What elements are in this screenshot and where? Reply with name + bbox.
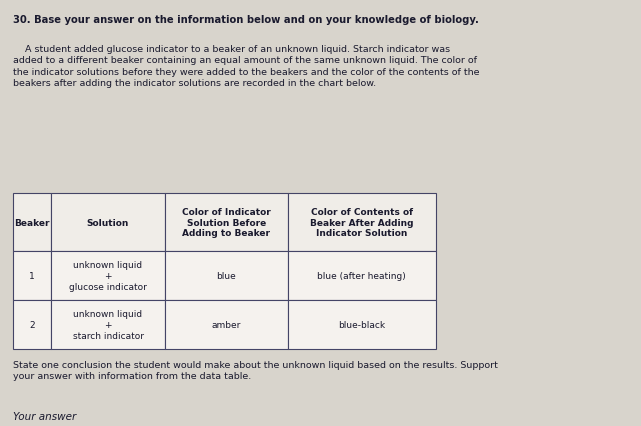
Text: blue (after heating): blue (after heating) [317, 271, 406, 280]
Bar [51, 251, 165, 300]
Bar [165, 251, 288, 300]
Text: unknown liquid
+
starch indicator: unknown liquid + starch indicator [72, 310, 144, 340]
Text: Your answer: Your answer [13, 411, 76, 421]
Bar [165, 300, 288, 349]
Bar [13, 194, 51, 251]
Text: Beaker: Beaker [14, 218, 49, 227]
Bar [288, 300, 436, 349]
Text: 1: 1 [29, 271, 35, 280]
Text: blue: blue [217, 271, 237, 280]
Bar [288, 194, 436, 251]
Bar [51, 300, 165, 349]
Bar [288, 251, 436, 300]
Text: State one conclusion the student would make about the unknown liquid based on th: State one conclusion the student would m… [13, 360, 497, 380]
Text: Color of Contents of
Beaker After Adding
Indicator Solution: Color of Contents of Beaker After Adding… [310, 207, 413, 238]
Bar [13, 251, 51, 300]
Text: blue-black: blue-black [338, 320, 385, 329]
Text: unknown liquid
+
glucose indicator: unknown liquid + glucose indicator [69, 261, 147, 291]
Text: Solution: Solution [87, 218, 129, 227]
Bar [165, 194, 288, 251]
Bar [51, 194, 165, 251]
Text: 30. Base your answer on the information below and on your knowledge of biology.: 30. Base your answer on the information … [13, 15, 479, 25]
Bar [13, 300, 51, 349]
Text: 2: 2 [29, 320, 35, 329]
Text: amber: amber [212, 320, 241, 329]
Text: Color of Indicator
Solution Before
Adding to Beaker: Color of Indicator Solution Before Addin… [182, 207, 271, 238]
Text: A student added glucose indicator to a beaker of an unknown liquid. Starch indic: A student added glucose indicator to a b… [13, 45, 479, 88]
